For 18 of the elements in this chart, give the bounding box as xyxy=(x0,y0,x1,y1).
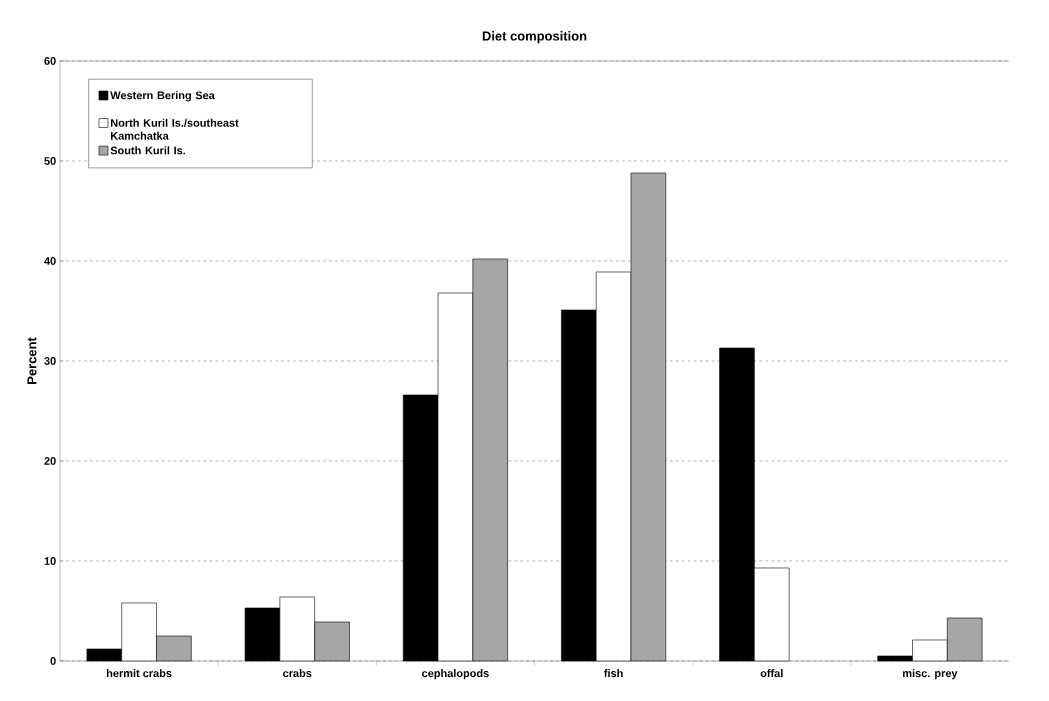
x-tick-label: offal xyxy=(760,669,783,678)
y-tick-label: 50 xyxy=(44,157,56,165)
x-tick-label: fish xyxy=(604,669,623,678)
legend-label: Western Bering Sea xyxy=(110,91,215,102)
y-tick-label: 20 xyxy=(44,457,56,465)
legend-label: South Kuril Is. xyxy=(110,146,185,155)
y-tick-label: 40 xyxy=(44,257,56,265)
legend-label: North Kuril Is./southeast Kamchatka xyxy=(111,118,239,140)
y-tick-label: 0 xyxy=(50,657,56,665)
y-tick-label: 10 xyxy=(44,557,56,565)
x-tick-label: hermit crabs xyxy=(106,669,172,678)
y-tick-label: 60 xyxy=(44,57,56,65)
y-tick-label: 30 xyxy=(44,357,56,365)
x-tick-label: misc. prey xyxy=(903,669,958,680)
chart-title: Diet composition xyxy=(482,31,587,44)
x-tick-label: cephalopods xyxy=(422,669,489,680)
y-axis-title: Percent xyxy=(27,337,37,384)
x-tick-label: crabs xyxy=(283,669,312,678)
